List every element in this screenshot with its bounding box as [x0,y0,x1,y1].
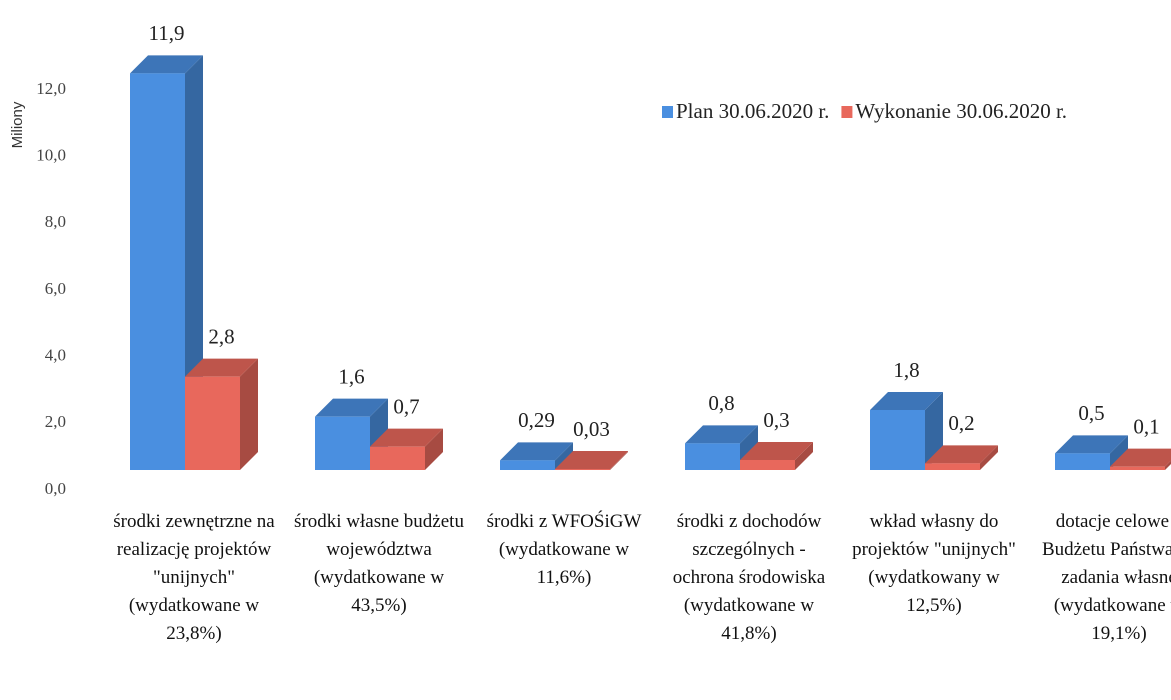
legend-swatch [841,106,853,118]
data-label: 0,3 [763,408,789,432]
bar-face [500,442,573,461]
bar-face [500,460,555,470]
bar [685,425,758,470]
bar-face [315,398,388,417]
bar-face [870,410,925,470]
bar [1110,448,1171,470]
bar-face [795,442,813,470]
bar-face [130,55,203,74]
y-axis-label: Miliony [9,101,26,148]
bar-face [610,451,628,470]
bar-face [925,463,980,470]
y-tick-label: 8,0 [45,212,66,231]
bar-face [1165,460,1171,470]
bar-face [555,469,610,470]
bar-face [1110,448,1171,467]
bar-face [685,425,758,444]
y-tick-label: 4,0 [45,346,66,365]
bar-face [740,460,795,470]
data-label: 1,8 [893,358,919,382]
bar-face [240,358,258,470]
bar-face [1055,453,1110,470]
bar-face [425,428,443,470]
data-label: 0,2 [948,411,974,435]
bar-face [555,442,573,470]
data-label: 0,5 [1078,401,1104,425]
legend-swatch [662,106,673,118]
y-tick-label: 10,0 [36,146,66,165]
bar [925,445,998,470]
data-label: 0,1 [1133,414,1159,438]
bar-face [925,445,998,464]
bar [370,428,443,470]
bar-face [1110,466,1165,470]
bar [185,358,258,470]
bar [500,442,573,470]
bar-face [685,443,740,470]
bar-face [130,73,185,470]
bar-face [370,428,443,447]
y-tick-label: 12,0 [36,79,66,98]
x-tick-label: dotacje celowe z Budżetu Państwa na zada… [1041,511,1171,644]
data-label: 0,29 [518,408,555,432]
bar [1055,435,1128,470]
x-tick-label: wkład własny do projektów "unijnych" (wy… [852,511,1016,616]
data-label: 11,9 [149,21,185,45]
bar-face [740,442,813,460]
y-tick-label: 2,0 [45,412,66,431]
x-tick-label: środki z WFOŚiGW (wydatkowane w 11,6%) [486,511,642,588]
x-tick-label: środki z dochodów szczególnych - ochrona… [672,511,826,644]
bar-face [980,445,998,470]
data-label: 0,7 [393,394,419,418]
bar-face [185,376,240,470]
y-tick-label: 0,0 [45,479,66,498]
data-label: 0,8 [708,391,734,415]
x-tick-label: środki własne budżetu województwa (wydat… [294,511,464,616]
bar-face [870,392,943,410]
bar-face [1110,435,1128,470]
bar-face [185,358,258,377]
legend-label: Plan 30.06.2020 r. [676,99,829,123]
bar-face [370,446,425,470]
bar-face [315,416,370,470]
bar [555,451,628,470]
legend-label: Wykonanie 30.06.2020 r. [855,99,1067,123]
bar-face [1055,435,1128,454]
data-label: 0,03 [573,417,610,441]
data-label: 1,6 [338,364,364,388]
y-tick-label: 6,0 [45,279,66,298]
bar-face [555,451,628,469]
bar [740,442,813,470]
data-label: 2,8 [208,324,234,348]
x-tick-label: środki zewnętrzne na realizację projektó… [113,511,275,644]
